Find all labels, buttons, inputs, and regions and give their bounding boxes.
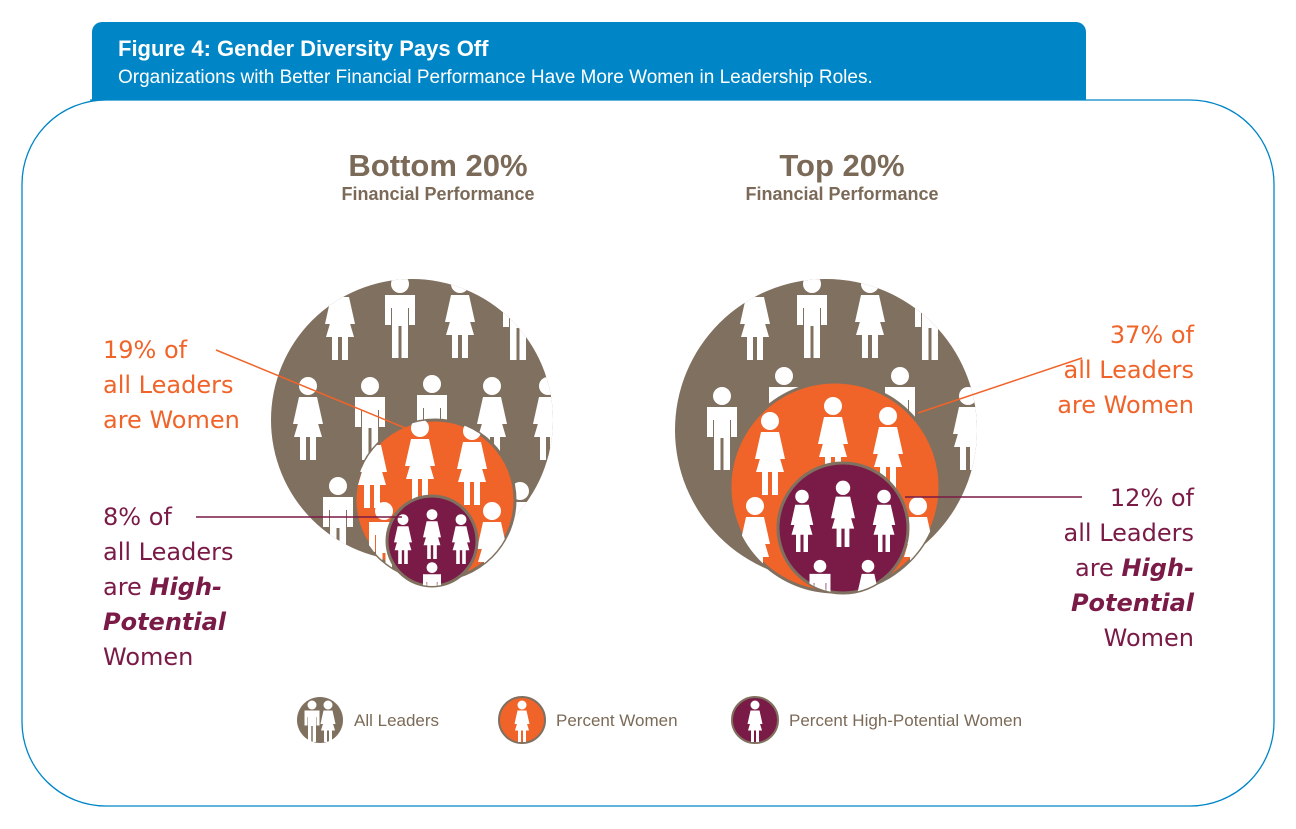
callout-line: all Leaders (1063, 519, 1194, 547)
callout-line: are High- (103, 570, 233, 605)
callout-emphasis: Potential (103, 608, 227, 636)
callout-line: are Women (1057, 391, 1194, 419)
figure-title: Figure 4: Gender Diversity Pays Off (118, 36, 489, 61)
woman-icon-maroon (731, 696, 779, 744)
figure-header: Figure 4: Gender Diversity Pays Off Orga… (92, 22, 1086, 100)
leader-line-bottom-women (215, 349, 411, 431)
legend-label: All Leaders (354, 711, 440, 730)
top-20-subheading: Financial Performance (745, 184, 939, 204)
legend-icons (297, 696, 779, 744)
callout-text: are (1075, 554, 1122, 582)
top-women-callout: 37% of all Leaders are Women (1057, 318, 1194, 423)
legend-percent-hp-women: Percent High-Potential Women (789, 698, 1022, 744)
callout-emphasis: Potential (1070, 589, 1194, 617)
figure-subtitle: Organizations with Better Financial Perf… (118, 67, 873, 88)
callout-line: Women (103, 643, 194, 671)
bottom-women-callout: 19% of all Leaders are Women (103, 333, 240, 438)
panel-outline (21, 99, 1275, 807)
leader-line-top-women (917, 357, 1083, 414)
bottom-20-heading: Bottom 20% (348, 148, 528, 183)
callout-emphasis: High- (1121, 554, 1194, 582)
legend-label: Percent High-Potential Women (789, 711, 1023, 730)
callout-line: 12% of (1109, 484, 1194, 512)
callout-emphasis: High- (149, 573, 222, 601)
callout-line: Women (1103, 624, 1194, 652)
bottom-20-title: Bottom 20% Financial Performance (288, 148, 588, 205)
callout-line: are High- (1064, 551, 1194, 586)
callout-text: are (103, 573, 150, 601)
legend-percent-women: Percent Women (556, 698, 678, 744)
callout-line: 8% of (103, 503, 172, 531)
callout-line: 37% of (1109, 321, 1194, 349)
woman-icon-orange (498, 696, 546, 744)
top-20-title: Top 20% Financial Performance (692, 148, 992, 205)
callout-line: are Women (103, 406, 240, 434)
legend-all-leaders: All Leaders (354, 698, 439, 744)
callout-line: all Leaders (103, 538, 234, 566)
callout-line: all Leaders (103, 371, 234, 399)
callout-line: all Leaders (1063, 356, 1194, 384)
bottom-20-circles (271, 279, 553, 588)
callout-line: 19% of (103, 336, 188, 364)
bottom-hp-callout: 8% of all Leaders are High- Potential Wo… (103, 500, 233, 675)
two-people-icon (297, 697, 343, 743)
top-20-heading: Top 20% (779, 148, 905, 183)
legend-label: Percent Women (556, 711, 678, 730)
top-20-circles (675, 279, 977, 595)
bottom-20-subheading: Financial Performance (341, 184, 535, 204)
top-hp-callout: 12% of all Leaders are High- Potential W… (1064, 481, 1194, 656)
